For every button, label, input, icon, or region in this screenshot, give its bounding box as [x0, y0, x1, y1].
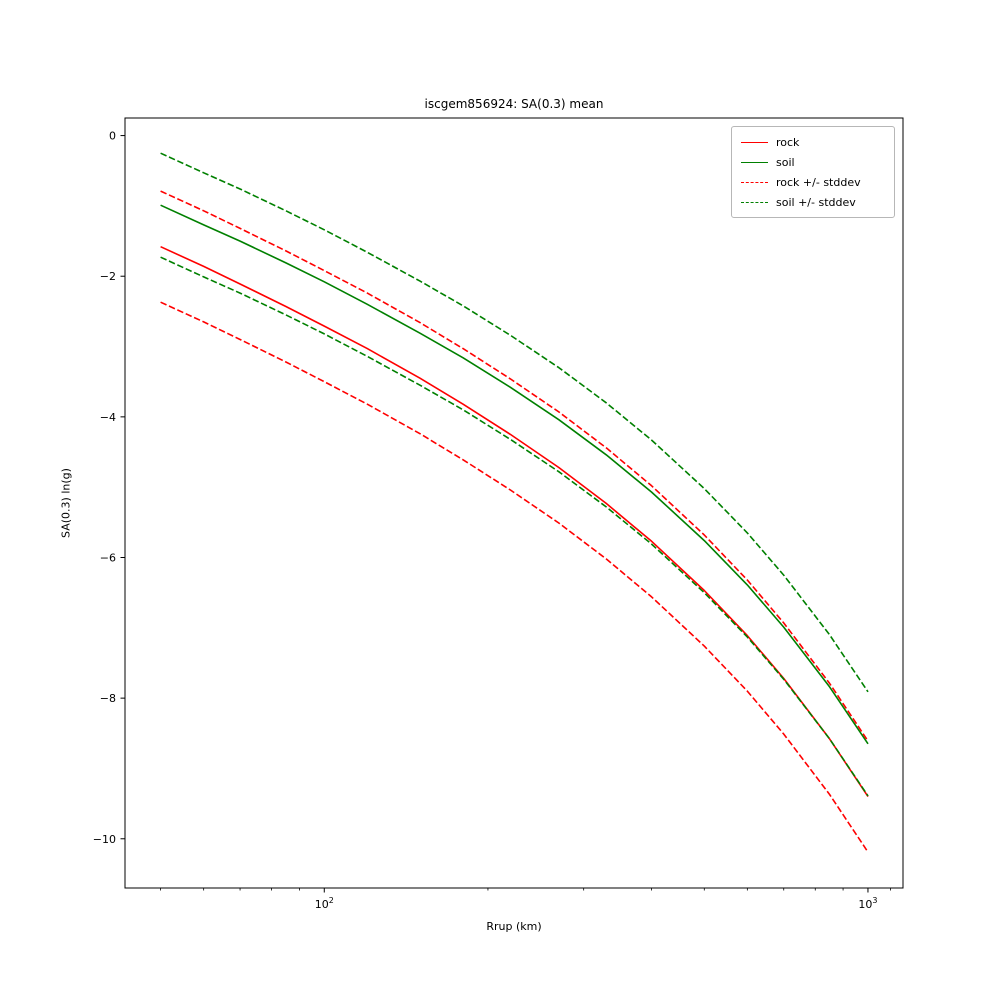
legend: rock soil rock +/- stddev soil +/- stdde…	[731, 126, 895, 218]
rock-line-sample-icon	[741, 141, 768, 143]
x-axis-label: Rrup (km)	[486, 920, 542, 933]
plot-frame	[124, 117, 904, 889]
series-rock-minus-stddev	[160, 301, 869, 853]
legend-item-rock: rock	[741, 132, 886, 152]
series-soil-minus-stddev	[160, 256, 869, 797]
x-tick-label: 102	[315, 896, 334, 911]
soil-stddev-line-sample-icon	[741, 201, 768, 203]
rock-stddev-line-sample-icon	[741, 181, 768, 183]
soil-line-sample-icon	[741, 161, 768, 163]
y-tick-label: 0	[109, 130, 116, 143]
legend-item-rock-stddev: rock +/- stddev	[741, 172, 886, 192]
series-soil	[160, 204, 869, 745]
y-tick-label: −8	[100, 692, 116, 705]
legend-label: rock +/- stddev	[776, 175, 861, 189]
series-soil-plus-stddev	[160, 152, 869, 693]
legend-item-soil: soil	[741, 152, 886, 172]
series-rock-plus-stddev	[160, 190, 869, 742]
legend-label: soil +/- stddev	[776, 195, 856, 209]
legend-item-soil-stddev: soil +/- stddev	[741, 192, 886, 212]
y-tick-label: −2	[100, 270, 116, 283]
y-tick-label: −10	[93, 833, 116, 846]
y-tick-label: −4	[100, 411, 116, 424]
y-tick-label: −6	[100, 551, 116, 564]
legend-label: soil	[776, 155, 795, 169]
chart-title: iscgem856924: SA(0.3) mean	[424, 97, 604, 111]
series-rock	[160, 245, 869, 798]
x-tick-label: 103	[858, 896, 877, 911]
legend-label: rock	[776, 135, 800, 149]
